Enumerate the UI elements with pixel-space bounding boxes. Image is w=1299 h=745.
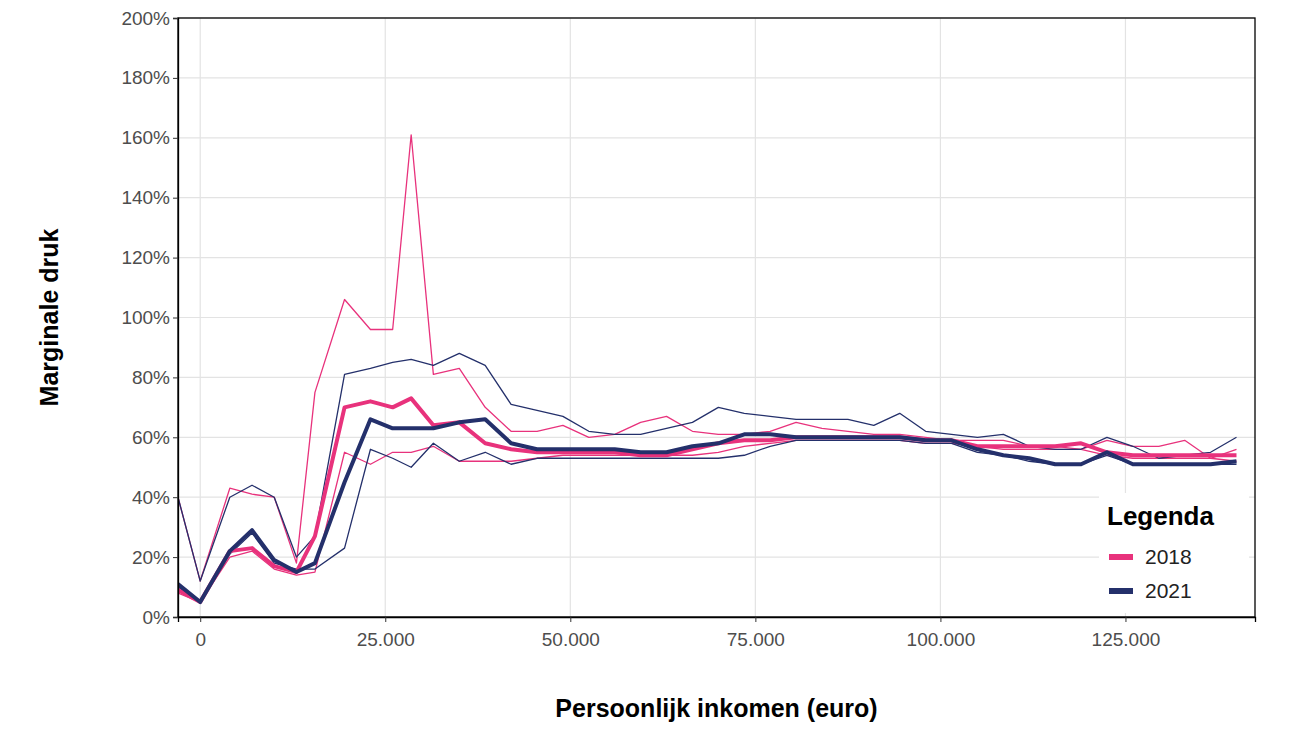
series-line <box>178 353 1236 581</box>
x-axis-line <box>179 618 1256 623</box>
x-tick-mark <box>385 617 386 622</box>
y-tick: 160% <box>121 127 178 148</box>
y-tick-mark <box>173 497 178 498</box>
y-tick-label: 160% <box>121 127 170 148</box>
y-tick: 120% <box>121 247 178 268</box>
y-tick: 40% <box>132 487 178 508</box>
x-tick: 75.000 <box>727 617 785 650</box>
grid-line-y <box>178 377 1255 378</box>
lines <box>178 135 1236 602</box>
x-tick-mark <box>570 617 571 622</box>
y-tick-label: 140% <box>121 187 170 208</box>
plot-frame <box>178 18 1255 617</box>
y-tick: 140% <box>121 187 178 208</box>
x-tick-label: 75.000 <box>727 629 785 650</box>
grid-line-y <box>178 77 1255 78</box>
y-tick: 0% <box>143 607 178 628</box>
grid-line-y <box>178 197 1255 198</box>
y-tick-label: 200% <box>121 8 170 29</box>
y-tick-mark <box>173 557 178 558</box>
x-axis-title: Persoonlijk inkomen (euro) <box>555 694 877 722</box>
legend: Legenda 2018 2021 <box>1099 493 1249 613</box>
legend-label: 2021 <box>1145 579 1192 602</box>
y-tick-label: 100% <box>121 307 170 328</box>
x-tick-label: 125.000 <box>1092 629 1161 650</box>
y-tick-mark <box>173 258 178 259</box>
y-tick-label: 120% <box>121 247 170 268</box>
x-tick: 25.000 <box>357 617 415 650</box>
y-tick-label: 80% <box>132 367 170 388</box>
x-tick: 50.000 <box>542 617 600 650</box>
x-tick-label: 100.000 <box>907 629 976 650</box>
y-tick: 200% <box>121 8 178 29</box>
x-tick: 125.000 <box>1092 617 1161 650</box>
series-line <box>178 398 1236 602</box>
series-line <box>178 419 1236 602</box>
y-tick-mark <box>173 138 178 139</box>
y-tick-label: 60% <box>132 427 170 448</box>
y-tick-mark <box>173 437 178 438</box>
legend-swatch <box>1109 554 1133 560</box>
y-tick: 100% <box>121 307 178 328</box>
legend-swatch <box>1109 588 1133 594</box>
legend-background <box>1099 493 1249 613</box>
y-tick: 80% <box>132 367 178 388</box>
y-tick-mark <box>173 318 178 319</box>
x-tick-mark <box>1125 617 1126 622</box>
x-tick: 0 <box>195 617 206 650</box>
grid-line-y <box>178 137 1255 138</box>
x-tick-mark <box>940 617 941 622</box>
plot: 0 25.000 50.000 75.000 100.000 125.000 0% 20% 40… <box>121 8 1255 650</box>
x-tick-mark <box>755 617 756 622</box>
y-tick: 180% <box>121 67 178 88</box>
chart: 0 25.000 50.000 75.000 100.000 125.000 0% 20% 40… <box>0 0 1299 745</box>
legend-label: 2018 <box>1145 545 1192 568</box>
y-axis-title: Marginale druk <box>35 228 63 406</box>
y-tick-mark <box>173 617 178 618</box>
grid-line-y <box>178 257 1255 258</box>
y-axis: 0% 20% 40% 60% 80% 100% 120% 140% 160% 180% 200% <box>121 8 178 628</box>
x-tick-label: 0 <box>195 629 206 650</box>
x-tick: 100.000 <box>907 617 976 650</box>
x-tick-label: 50.000 <box>542 629 600 650</box>
grid <box>178 18 1255 617</box>
x-tick-label: 25.000 <box>357 629 415 650</box>
series-line <box>178 135 1236 581</box>
x-axis: 0 25.000 50.000 75.000 100.000 125.000 <box>179 617 1256 650</box>
y-tick-mark <box>173 377 178 378</box>
legend-title: Legenda <box>1107 501 1214 531</box>
y-tick-label: 20% <box>132 547 170 568</box>
y-tick-mark <box>173 18 178 19</box>
x-tick-mark <box>200 617 201 622</box>
y-tick: 60% <box>132 427 178 448</box>
y-tick-mark <box>173 78 178 79</box>
y-tick-mark <box>173 198 178 199</box>
grid-line-y <box>178 556 1255 557</box>
y-tick: 20% <box>132 547 178 568</box>
y-tick-label: 180% <box>121 67 170 88</box>
y-tick-label: 0% <box>143 607 171 628</box>
y-axis-line <box>173 19 179 618</box>
y-tick-label: 40% <box>132 487 170 508</box>
